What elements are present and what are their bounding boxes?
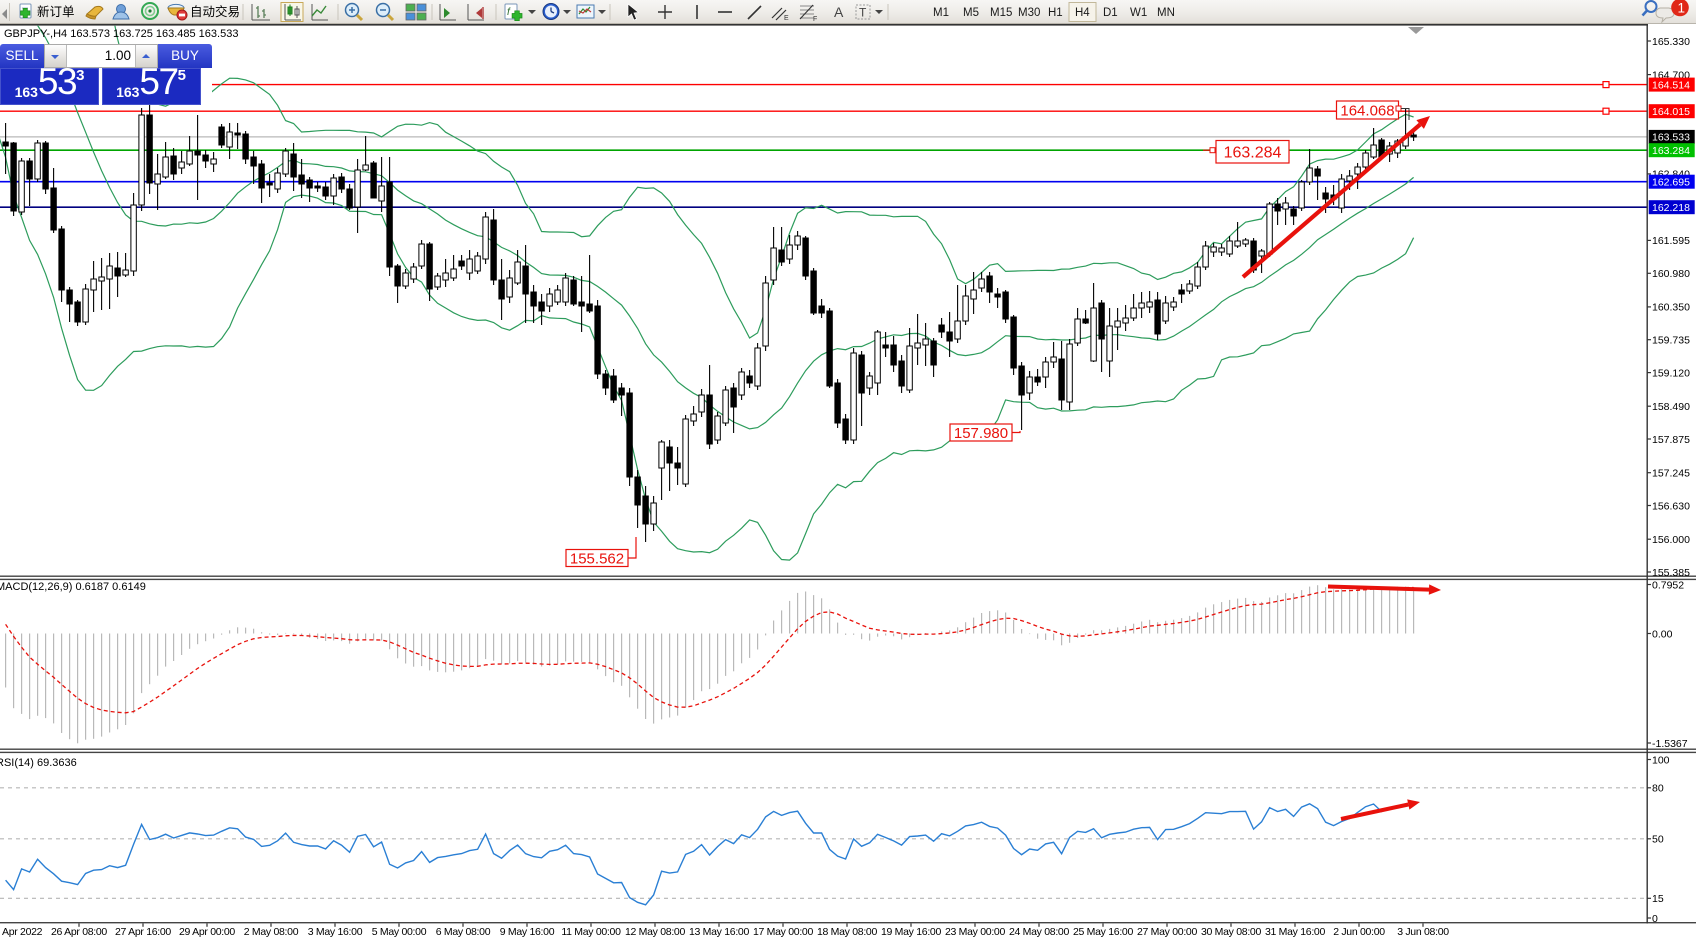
svg-text:162.218: 162.218 bbox=[1652, 202, 1690, 214]
svg-text:157.245: 157.245 bbox=[1652, 468, 1690, 480]
svg-text:1: 1 bbox=[1678, 1, 1686, 16]
svg-text:24 May 08:00: 24 May 08:00 bbox=[1009, 926, 1069, 938]
svg-text:19 May 16:00: 19 May 16:00 bbox=[881, 926, 941, 938]
svg-text:159.120: 159.120 bbox=[1652, 367, 1690, 379]
svg-text:100: 100 bbox=[1652, 754, 1670, 766]
svg-text:W1: W1 bbox=[1130, 7, 1147, 19]
svg-text:17 May 00:00: 17 May 00:00 bbox=[753, 926, 813, 938]
svg-text:29 Apr 00:00: 29 Apr 00:00 bbox=[179, 926, 235, 938]
svg-text:M30: M30 bbox=[1018, 7, 1040, 19]
svg-text:11 May 00:00: 11 May 00:00 bbox=[561, 926, 621, 938]
svg-text:A: A bbox=[834, 4, 844, 20]
svg-text:80: 80 bbox=[1652, 783, 1664, 795]
svg-text:E: E bbox=[784, 15, 789, 22]
svg-text:156.630: 156.630 bbox=[1652, 500, 1690, 512]
svg-text:6 May 08:00: 6 May 08:00 bbox=[436, 926, 491, 938]
svg-text:9 May 16:00: 9 May 16:00 bbox=[500, 926, 555, 938]
svg-text:26 Apr 08:00: 26 Apr 08:00 bbox=[51, 926, 107, 938]
svg-text:5 May 00:00: 5 May 00:00 bbox=[372, 926, 427, 938]
svg-text:2 Jun 00:00: 2 Jun 00:00 bbox=[1333, 926, 1385, 938]
svg-text:MN: MN bbox=[1157, 7, 1175, 19]
svg-text:M5: M5 bbox=[963, 7, 979, 19]
svg-text:156.000: 156.000 bbox=[1652, 534, 1690, 546]
svg-text:自动交易: 自动交易 bbox=[190, 4, 240, 19]
svg-text:12 May 08:00: 12 May 08:00 bbox=[625, 926, 685, 938]
svg-text:163.533: 163.533 bbox=[1652, 132, 1690, 144]
svg-text:H1: H1 bbox=[1048, 7, 1063, 19]
svg-text:0.00: 0.00 bbox=[1652, 628, 1673, 640]
svg-text:155.385: 155.385 bbox=[1652, 567, 1690, 579]
svg-text:H4: H4 bbox=[1075, 7, 1090, 19]
svg-text:164.068: 164.068 bbox=[1340, 102, 1394, 119]
svg-text:MACD(12,26,9) 0.6187 0.6149: MACD(12,26,9) 0.6187 0.6149 bbox=[0, 581, 146, 593]
svg-text:M15: M15 bbox=[990, 7, 1012, 19]
svg-text:27 Apr 16:00: 27 Apr 16:00 bbox=[115, 926, 171, 938]
svg-text:157.875: 157.875 bbox=[1652, 434, 1690, 446]
svg-text:23 May 00:00: 23 May 00:00 bbox=[945, 926, 1005, 938]
svg-text:0.7952: 0.7952 bbox=[1652, 579, 1684, 591]
svg-text:2 May 08:00: 2 May 08:00 bbox=[244, 926, 299, 938]
svg-text:T: T bbox=[859, 6, 867, 20]
svg-text:F: F bbox=[813, 16, 817, 23]
svg-text:160.980: 160.980 bbox=[1652, 268, 1690, 280]
svg-text:f: f bbox=[507, 7, 511, 18]
svg-text:D1: D1 bbox=[1103, 7, 1118, 19]
svg-text:GBPJPY-,H4 163.573 163.725 16: GBPJPY-,H4 163.573 163.725 163.485 163.5… bbox=[4, 28, 238, 40]
svg-text:164.514: 164.514 bbox=[1652, 79, 1690, 91]
svg-text:161.595: 161.595 bbox=[1652, 235, 1690, 247]
svg-text:50: 50 bbox=[1652, 834, 1664, 846]
svg-text:162.695: 162.695 bbox=[1652, 177, 1690, 189]
svg-text:15: 15 bbox=[1652, 893, 1664, 905]
svg-text:RSI(14) 69.3636: RSI(14) 69.3636 bbox=[0, 757, 77, 769]
svg-text:163.284: 163.284 bbox=[1652, 145, 1690, 157]
svg-text:160.350: 160.350 bbox=[1652, 302, 1690, 314]
svg-text:M1: M1 bbox=[933, 7, 949, 19]
svg-text:0: 0 bbox=[1652, 913, 1658, 925]
svg-text:159.735: 159.735 bbox=[1652, 335, 1690, 347]
svg-text:-1.5367: -1.5367 bbox=[1652, 738, 1688, 750]
svg-text:164.015: 164.015 bbox=[1652, 106, 1690, 118]
svg-text:158.490: 158.490 bbox=[1652, 401, 1690, 413]
svg-text:新订单: 新订单 bbox=[37, 4, 75, 19]
svg-text:Apr 2022: Apr 2022 bbox=[2, 926, 43, 938]
svg-text:13 May 16:00: 13 May 16:00 bbox=[689, 926, 749, 938]
svg-text:157.980: 157.980 bbox=[954, 425, 1008, 442]
svg-text:3 Jun 08:00: 3 Jun 08:00 bbox=[1397, 926, 1449, 938]
svg-text:3 May 16:00: 3 May 16:00 bbox=[308, 926, 363, 938]
svg-text:155.562: 155.562 bbox=[570, 550, 624, 567]
svg-text:18 May 08:00: 18 May 08:00 bbox=[817, 926, 877, 938]
svg-text:30 May 08:00: 30 May 08:00 bbox=[1201, 926, 1261, 938]
svg-text:27 May 00:00: 27 May 00:00 bbox=[1137, 926, 1197, 938]
svg-text:165.330: 165.330 bbox=[1652, 36, 1690, 48]
svg-text:25 May 16:00: 25 May 16:00 bbox=[1073, 926, 1133, 938]
svg-text:163.284: 163.284 bbox=[1224, 145, 1282, 162]
svg-text:31 May 16:00: 31 May 16:00 bbox=[1265, 926, 1325, 938]
